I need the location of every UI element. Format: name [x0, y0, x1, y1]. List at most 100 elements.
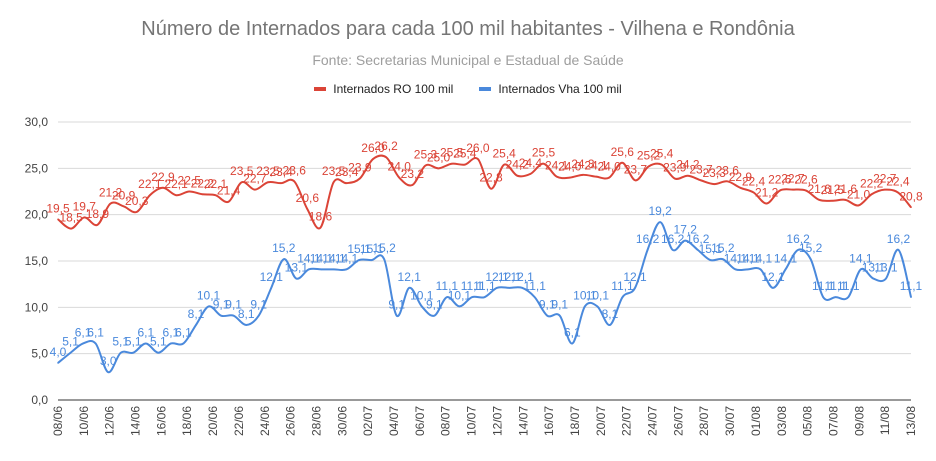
y-tick-label: 0,0: [31, 393, 48, 407]
x-tick-label: 08/07: [439, 406, 453, 436]
data-point: [107, 371, 109, 373]
data-point: [534, 296, 536, 298]
data-label: 26,0: [466, 141, 490, 155]
data-label: 16,2: [636, 232, 660, 246]
data-point: [910, 206, 912, 208]
data-point: [556, 176, 558, 178]
data-point: [647, 249, 649, 251]
data-point: [490, 188, 492, 190]
data-point: [871, 193, 873, 195]
data-point: [648, 166, 650, 168]
data-label: 23,9: [348, 161, 372, 175]
data-point: [245, 324, 247, 326]
data-label: 20,8: [899, 189, 923, 203]
data-point: [70, 228, 72, 230]
data-point: [346, 182, 348, 184]
data-point: [358, 259, 360, 261]
data-point: [320, 227, 322, 229]
data-point: [459, 306, 461, 308]
x-tick-label: 18/07: [568, 406, 582, 436]
data-point: [333, 181, 335, 183]
data-point: [597, 306, 599, 308]
x-tick-label: 16/07: [542, 406, 556, 436]
data-point: [371, 259, 373, 261]
x-tick-label: 06/07: [413, 406, 427, 436]
data-point: [158, 352, 160, 354]
x-tick-label: 26/07: [671, 406, 685, 436]
data-point: [258, 315, 260, 317]
data-point: [835, 296, 837, 298]
data-point: [713, 183, 715, 185]
data-point: [747, 269, 749, 271]
data-point: [822, 296, 824, 298]
data-label: 12,1: [398, 270, 422, 284]
data-point: [385, 156, 387, 158]
data-point: [321, 269, 323, 271]
data-point: [609, 324, 611, 326]
data-label: 11,1: [900, 279, 923, 293]
x-tick-label: 22/06: [232, 406, 246, 436]
data-point: [464, 164, 466, 166]
x-tick-label: 20/06: [206, 406, 220, 436]
data-label: 22,4: [886, 174, 910, 188]
data-point: [831, 200, 833, 202]
data-point: [270, 287, 272, 289]
data-point: [346, 269, 348, 271]
data-point: [582, 174, 584, 176]
data-point: [471, 296, 473, 298]
x-tick-label: 10/07: [465, 406, 479, 436]
data-label: 18,9: [86, 207, 110, 221]
data-point: [622, 296, 624, 298]
y-tick-label: 25,0: [25, 161, 49, 175]
x-tick-label: 22/07: [620, 406, 634, 436]
data-label: 26,2: [374, 139, 398, 153]
x-tick-label: 28/07: [697, 406, 711, 436]
data-point: [195, 324, 197, 326]
series-line-ro: [58, 156, 911, 229]
line-chart: 0,05,010,015,020,025,030,008/06 10/06 12/0…: [0, 0, 936, 461]
data-point: [438, 168, 440, 170]
data-point: [333, 269, 335, 271]
data-label: 23,6: [283, 163, 307, 177]
data-point: [202, 193, 204, 195]
data-label: 24,0: [597, 160, 621, 174]
data-point: [509, 287, 511, 289]
data-point: [132, 352, 134, 354]
data-label: 14,1: [749, 251, 773, 265]
data-label: 21,4: [217, 184, 241, 198]
data-point: [477, 158, 479, 160]
data-point: [884, 189, 886, 191]
data-point: [308, 269, 310, 271]
data-point: [280, 182, 282, 184]
data-point: [785, 269, 787, 271]
data-point: [434, 315, 436, 317]
data-point: [634, 287, 636, 289]
data-point: [672, 249, 674, 251]
data-point: [858, 205, 860, 207]
data-point: [188, 191, 190, 193]
x-tick-label: 14/06: [129, 406, 143, 436]
x-tick-label: 13/08: [904, 406, 918, 436]
x-tick-label: 24/07: [646, 406, 660, 436]
data-label: 8,1: [188, 307, 205, 321]
data-label: 13,1: [874, 261, 898, 275]
data-point: [82, 343, 84, 345]
x-tick-label: 05/08: [801, 406, 815, 436]
data-label: 23,7: [624, 162, 648, 176]
data-point: [267, 181, 269, 183]
data-point: [496, 287, 498, 289]
x-tick-label: 28/06: [309, 406, 323, 436]
data-point: [530, 173, 532, 175]
data-label: 16,2: [887, 232, 911, 246]
y-tick-label: 10,0: [25, 300, 49, 314]
x-tick-label: 03/08: [775, 406, 789, 436]
data-point: [149, 194, 151, 196]
data-point: [383, 258, 385, 260]
data-label: 15,2: [272, 241, 296, 255]
data-point: [847, 296, 849, 298]
data-point: [372, 158, 374, 160]
x-tick-label: 09/08: [852, 406, 866, 436]
data-label: 11,1: [523, 279, 546, 293]
data-point: [779, 190, 781, 192]
data-point: [110, 203, 112, 205]
